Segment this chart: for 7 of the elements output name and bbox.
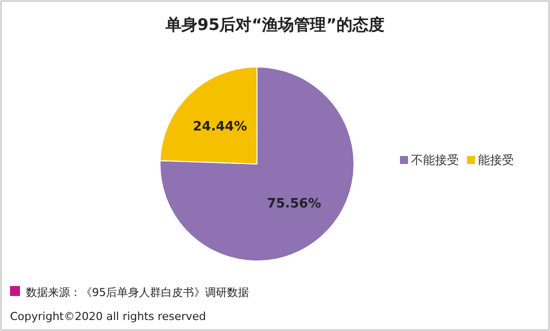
data-label: 75.56% [266,196,322,212]
data-label: 24.44% [192,120,248,135]
source-note: 数据来源：《95后单身人群白皮书》调研数据 [26,286,249,299]
legend-label: 能接受 [478,153,514,167]
text: Copyright©2020 all rights reserved [10,310,206,323]
legend-label: 不能接受 [411,153,459,167]
chart-title: 单身95后对“渔场管理”的态度 [164,15,385,34]
